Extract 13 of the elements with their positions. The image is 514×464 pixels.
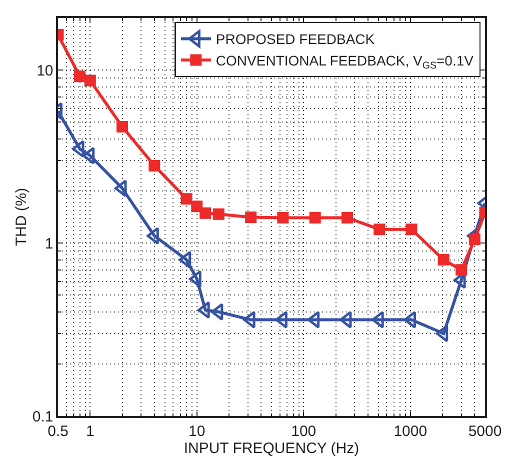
legend-label: PROPOSED FEEDBACK — [216, 31, 376, 48]
x-tick-label: 5000 — [468, 422, 502, 440]
x-tick-label: 10 — [188, 422, 206, 440]
x-axis-title: INPUT FREQUENCY (Hz) — [184, 440, 360, 457]
y-tick-label: 0.1 — [32, 408, 54, 426]
x-tick-label: 0.5 — [48, 422, 68, 440]
y-axis-title: THD (%) — [13, 188, 30, 246]
y-tick-label: 10 — [36, 62, 54, 80]
x-tick-label: 1 — [86, 422, 94, 440]
x-tick-label: 1000 — [394, 422, 428, 440]
y-tick-label: 1 — [44, 235, 54, 252]
legend-label: CONVENTIONAL FEEDBACK, V$_{GS}$=0.1V — [216, 52, 474, 72]
x-tick-label: 100 — [291, 422, 316, 440]
